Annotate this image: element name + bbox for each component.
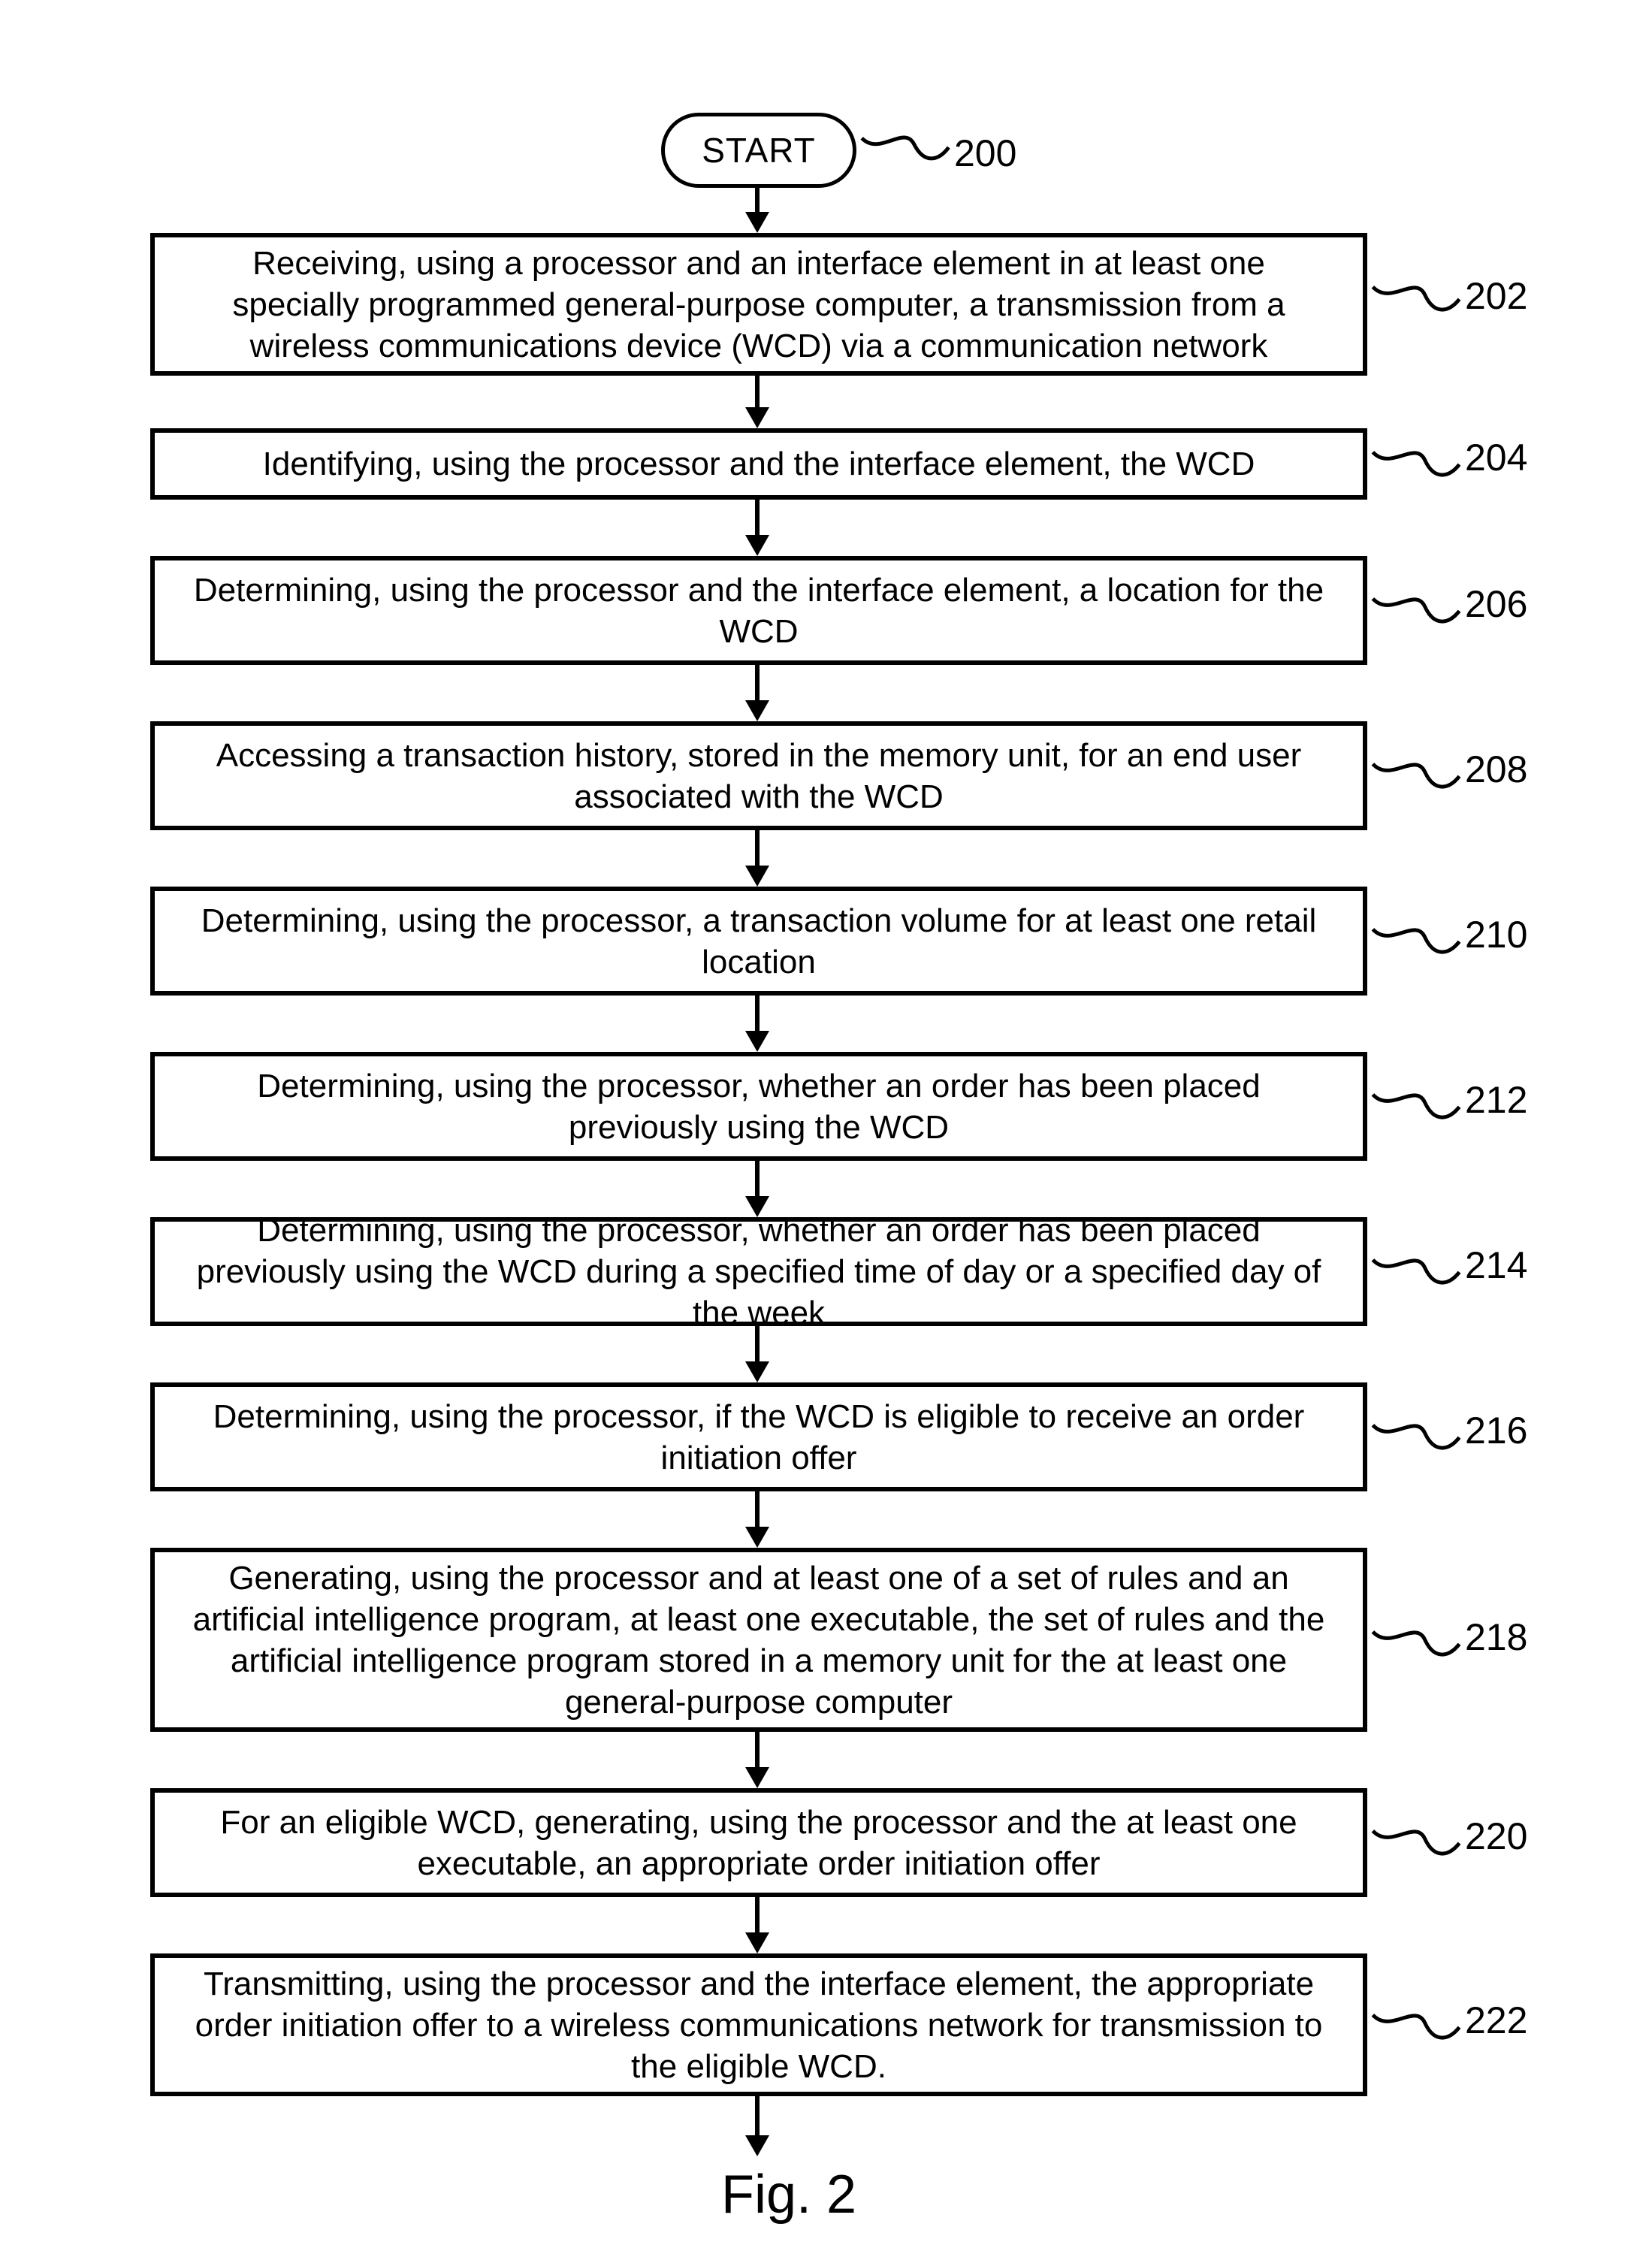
arrow-head-icon xyxy=(745,866,769,887)
step-text: Determining, using the processor, a tran… xyxy=(185,900,1333,983)
ref-label-208: 208 xyxy=(1465,748,1527,791)
ref-label-204: 204 xyxy=(1465,436,1527,479)
arrow-stem xyxy=(755,2096,760,2135)
step-box-204: Identifying, using the processor and the… xyxy=(150,428,1367,500)
arrow-stem xyxy=(755,376,760,407)
arrow-stem xyxy=(755,1732,760,1767)
arrow-head-icon xyxy=(745,2135,769,2156)
arrow-head-icon xyxy=(745,1361,769,1382)
ref-leader-curve xyxy=(1369,1614,1463,1662)
ref-label-206: 206 xyxy=(1465,582,1527,626)
arrow-head-icon xyxy=(745,212,769,233)
ref-leader-curve xyxy=(1369,1813,1463,1861)
arrow-stem xyxy=(755,1897,760,1932)
step-box-206: Determining, using the processor and the… xyxy=(150,556,1367,665)
ref-leader-curve xyxy=(1369,581,1463,629)
arrow-stem xyxy=(755,1326,760,1361)
start-label: START xyxy=(702,130,816,171)
arrow-stem xyxy=(755,1161,760,1196)
ref-label-216: 216 xyxy=(1465,1409,1527,1452)
step-box-210: Determining, using the processor, a tran… xyxy=(150,887,1367,996)
arrow-head-icon xyxy=(745,1527,769,1548)
ref-label-218: 218 xyxy=(1465,1615,1527,1659)
step-box-214: Determining, using the processor, whethe… xyxy=(150,1217,1367,1326)
ref-leader-curve xyxy=(1369,1407,1463,1455)
step-text: Transmitting, using the processor and th… xyxy=(185,1963,1333,2087)
start-node: START xyxy=(661,113,856,188)
step-text: Receiving, using a processor and an inte… xyxy=(185,243,1333,367)
flowchart-canvas: START 200 Receiving, using a processor and… xyxy=(0,0,1652,2254)
arrow-head-icon xyxy=(745,1767,769,1788)
step-text: Determining, using the processor, whethe… xyxy=(185,1210,1333,1334)
ref-label-210: 210 xyxy=(1465,913,1527,956)
ref-label-202: 202 xyxy=(1465,274,1527,318)
arrow-head-icon xyxy=(745,1196,769,1217)
step-text: For an eligible WCD, generating, using t… xyxy=(185,1802,1333,1884)
arrow-head-icon xyxy=(745,1932,769,1953)
ref-label-214: 214 xyxy=(1465,1243,1527,1287)
arrow-stem xyxy=(755,500,760,535)
ref-leader-curve xyxy=(1369,269,1463,317)
arrow-stem xyxy=(755,996,760,1031)
ref-label-222: 222 xyxy=(1465,1999,1527,2042)
ref-leader-curve xyxy=(858,120,952,165)
step-text: Determining, using the processor and the… xyxy=(185,570,1333,652)
ref-leader-curve xyxy=(1369,1997,1463,2045)
step-box-208: Accessing a transaction history, stored … xyxy=(150,721,1367,830)
ref-label-220: 220 xyxy=(1465,1814,1527,1858)
arrow-head-icon xyxy=(745,1031,769,1052)
ref-leader-curve xyxy=(1369,434,1463,482)
step-box-220: For an eligible WCD, generating, using t… xyxy=(150,1788,1367,1897)
ref-leader-curve xyxy=(1369,746,1463,794)
arrow-head-icon xyxy=(745,407,769,428)
arrow-head-icon xyxy=(745,700,769,721)
arrow-stem xyxy=(755,188,760,212)
arrow-head-icon xyxy=(745,535,769,556)
ref-leader-curve xyxy=(1369,1242,1463,1290)
arrow-stem xyxy=(755,665,760,700)
step-box-216: Determining, using the processor, if the… xyxy=(150,1382,1367,1491)
arrow-stem xyxy=(755,1491,760,1527)
ref-label-212: 212 xyxy=(1465,1078,1527,1122)
step-text: Identifying, using the processor and the… xyxy=(263,443,1255,485)
step-box-222: Transmitting, using the processor and th… xyxy=(150,1953,1367,2096)
ref-leader-curve xyxy=(1369,911,1463,959)
step-text: Accessing a transaction history, stored … xyxy=(185,735,1333,817)
arrow-stem xyxy=(755,830,760,866)
step-box-212: Determining, using the processor, whethe… xyxy=(150,1052,1367,1161)
step-box-202: Receiving, using a processor and an inte… xyxy=(150,233,1367,376)
step-text: Generating, using the processor and at l… xyxy=(185,1558,1333,1723)
step-text: Determining, using the processor, if the… xyxy=(185,1396,1333,1479)
step-box-218: Generating, using the processor and at l… xyxy=(150,1548,1367,1732)
step-text: Determining, using the processor, whethe… xyxy=(185,1065,1333,1148)
figure-caption: Fig. 2 xyxy=(721,2164,856,2225)
ref-leader-curve xyxy=(1369,1077,1463,1125)
ref-label-200: 200 xyxy=(954,131,1016,175)
